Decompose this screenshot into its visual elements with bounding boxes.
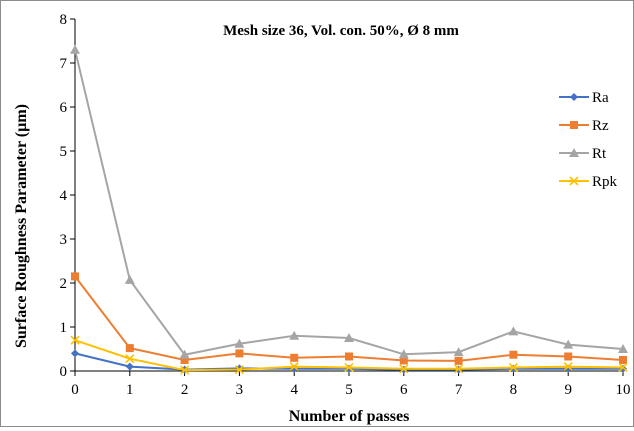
- legend-label: Ra: [592, 90, 609, 106]
- y-tick-label: 7: [60, 56, 68, 72]
- data-point-rpk: [618, 362, 628, 373]
- series-layer: [70, 44, 628, 375]
- legend-entry-rpk: Rpk: [559, 174, 618, 190]
- data-point-rpk: [344, 362, 354, 373]
- series-rz: [71, 272, 627, 365]
- legend-marker: [570, 121, 578, 129]
- x-axis-label: Number of passes: [289, 408, 410, 425]
- x-tick-label: 8: [510, 382, 518, 398]
- legend-entry-ra: Ra: [559, 90, 609, 106]
- data-point-rpk: [508, 362, 518, 373]
- data-point-rt: [70, 44, 80, 54]
- data-point-rt: [344, 333, 354, 342]
- data-point-rpk: [70, 335, 80, 345]
- legend-label: Rt: [592, 146, 607, 162]
- data-point-ra: [619, 364, 627, 373]
- y-tick-label: 6: [60, 100, 68, 116]
- data-point-rt: [508, 326, 519, 336]
- legend: Ra Rz Rt Rpk: [559, 90, 618, 190]
- data-point-rt: [618, 344, 628, 353]
- data-point-rt: [234, 338, 245, 348]
- legend-marker: [569, 148, 579, 157]
- data-point-rt: [124, 274, 135, 284]
- data-point-rpk: [454, 364, 464, 374]
- y-axis-label: Surface Roughness Parameter (µm): [13, 104, 30, 348]
- data-point-rz: [454, 356, 463, 365]
- x-tick-label: 10: [616, 382, 631, 398]
- data-point-rpk: [125, 354, 135, 364]
- legend-entry-rz: Rz: [559, 118, 609, 134]
- data-point-rz: [399, 356, 408, 365]
- data-point-rpk: [180, 365, 190, 375]
- y-tick-label: 2: [60, 276, 68, 292]
- data-point-rpk: [563, 362, 573, 372]
- data-point-rt: [289, 330, 300, 340]
- x-tick-label: 0: [71, 382, 79, 398]
- data-point-rz: [290, 353, 299, 362]
- series-rt: [70, 44, 628, 359]
- y-tick-label: 1: [60, 320, 68, 336]
- y-tick-label: 8: [60, 12, 68, 28]
- data-point-rpk: [399, 364, 409, 374]
- series-line-rt: [74, 49, 624, 356]
- data-point-rpk: [234, 365, 244, 375]
- data-point-rz: [345, 352, 353, 361]
- x-tick-label: 3: [236, 382, 244, 398]
- x-tick-label: 2: [181, 382, 189, 398]
- x-tick-label: 4: [290, 382, 298, 398]
- data-point-rpk: [289, 362, 299, 372]
- x-tick-label: 7: [455, 382, 463, 398]
- axes: 0 1 2 3 4 5 6 7 8 0 1 2 3 4 5 6 7 8 9 10: [60, 12, 631, 398]
- chart-title: Mesh size 36, Vol. con. 50%, Ø 8 mm: [223, 23, 459, 39]
- data-point-rz: [235, 349, 244, 358]
- data-point-rz: [619, 356, 627, 364]
- data-point-rz: [180, 356, 189, 364]
- data-point-ra: [509, 364, 518, 373]
- data-point-rz: [509, 350, 518, 359]
- legend-entry-rt: Rt: [559, 146, 607, 162]
- data-point-rz: [564, 352, 573, 361]
- y-tick-label: 5: [60, 144, 68, 160]
- series-rpk: [70, 335, 628, 375]
- data-point-ra: [125, 362, 134, 371]
- x-tick-label: 6: [400, 382, 408, 398]
- data-point-ra: [345, 364, 353, 373]
- data-point-rz: [125, 344, 134, 353]
- legend-marker: [570, 93, 578, 101]
- x-tick-label: 1: [126, 382, 134, 398]
- data-point-rt: [563, 339, 574, 349]
- data-point-rt: [398, 349, 409, 359]
- legend-label: Rpk: [592, 174, 618, 190]
- data-point-ra: [71, 349, 79, 358]
- y-tick-label: 3: [60, 232, 68, 248]
- data-point-rt: [179, 349, 190, 359]
- y-tick-label: 4: [60, 188, 68, 204]
- x-tick-label: 9: [564, 382, 572, 398]
- legend-label: Rz: [592, 118, 609, 134]
- y-tick-label: 0: [60, 364, 68, 380]
- x-tick-label: 5: [345, 382, 353, 398]
- data-point-rz: [71, 272, 79, 281]
- data-point-rt: [453, 347, 464, 357]
- legend-marker: [569, 176, 579, 186]
